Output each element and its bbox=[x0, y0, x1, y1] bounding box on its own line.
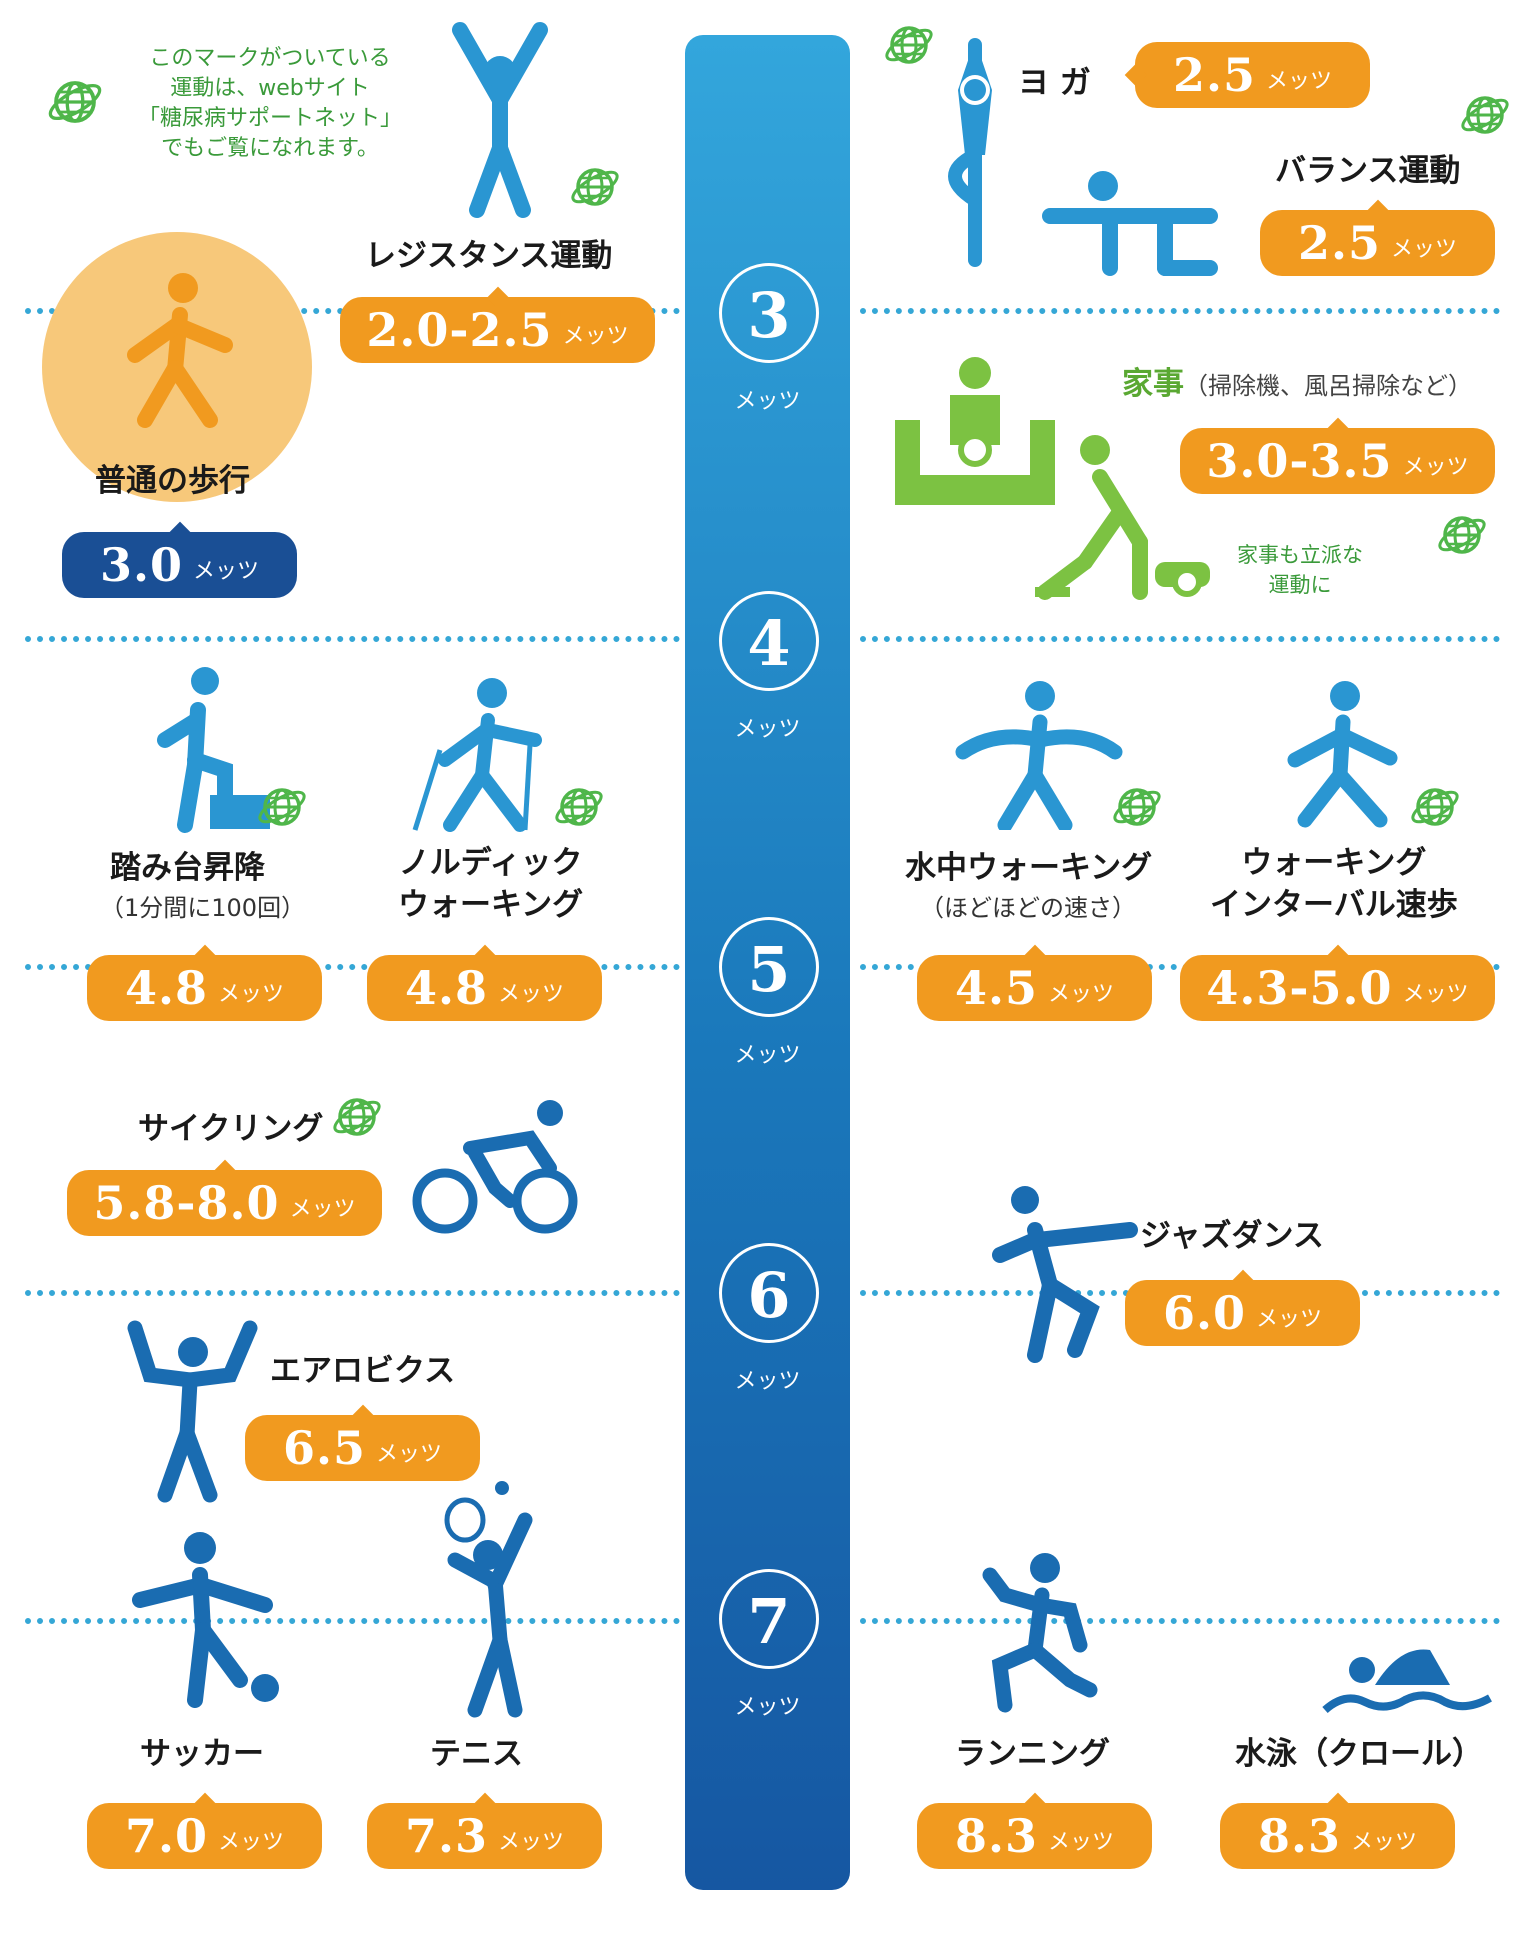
soccer-mets-badge: 7.0 メッツ bbox=[87, 1803, 322, 1869]
globe-icon bbox=[882, 18, 936, 72]
bicycle-icon bbox=[412, 1100, 578, 1234]
globe-icon bbox=[552, 780, 606, 834]
running-mets-badge: 8.3 メッツ bbox=[917, 1803, 1152, 1869]
jazzdance-mets-badge: 6.0 メッツ bbox=[1125, 1280, 1360, 1346]
aerobics-mets-badge: 6.5 メッツ bbox=[245, 1415, 480, 1481]
resistance-label: レジスタンス運動 bbox=[365, 238, 613, 274]
housework-note: 家事も立派な 運動に bbox=[1237, 543, 1363, 597]
stepup-detail: （1分間に100回） bbox=[100, 894, 306, 922]
soccer-person-icon bbox=[132, 1532, 279, 1708]
balance-person-icon bbox=[1042, 171, 1218, 276]
globe-icon bbox=[45, 72, 105, 132]
separator bbox=[860, 636, 1500, 642]
separator bbox=[25, 636, 680, 642]
globe-icon bbox=[255, 780, 309, 834]
separator bbox=[860, 964, 1500, 970]
scale-level-7: 7 bbox=[719, 1569, 819, 1669]
globe-icon bbox=[568, 160, 622, 214]
yoga-label: ヨ ガ bbox=[1018, 65, 1091, 101]
legend-note: このマークがついている 運動は、webサイト 「糖尿病サポートネット」 でもご覧になれ… bbox=[137, 46, 402, 161]
interval-mets-badge: 4.3-5.0 メッツ bbox=[1180, 955, 1495, 1021]
tennis-person-icon bbox=[444, 1481, 533, 1718]
stepup-label: 踏み台昇降 bbox=[110, 850, 265, 886]
balance-label: バランス運動 bbox=[1275, 153, 1461, 189]
jazzdance-person-icon bbox=[992, 1186, 1138, 1363]
resistance-mets-badge: 2.0-2.5 メッツ bbox=[340, 297, 655, 363]
aerobics-label: エアロビクス bbox=[270, 1353, 456, 1389]
stepup-mets-badge: 4.8 メッツ bbox=[87, 955, 322, 1021]
swimmer-icon bbox=[1322, 1649, 1492, 1714]
scale-level-5: 5 bbox=[719, 917, 819, 1017]
interval-label: ウォーキング インターバル速歩 bbox=[1210, 845, 1458, 923]
tennis-label: テニス bbox=[430, 1736, 523, 1772]
separator bbox=[860, 308, 1500, 314]
separator bbox=[25, 1618, 680, 1624]
aerobics-person-icon bbox=[127, 1320, 258, 1503]
scale-unit: メッツ bbox=[734, 1043, 801, 1068]
nordic-label: ノルディック ウォーキング bbox=[398, 845, 584, 923]
nordic-person-icon bbox=[412, 678, 542, 832]
aquawalk-label: 水中ウォーキング bbox=[905, 850, 1153, 886]
aquawalk-person-icon bbox=[955, 681, 1123, 830]
scale-unit: メッツ bbox=[734, 1369, 801, 1394]
globe-icon bbox=[1408, 780, 1462, 834]
globe-icon bbox=[1458, 88, 1512, 142]
scale-unit: メッツ bbox=[734, 389, 801, 414]
interval-walking-person-icon bbox=[1287, 681, 1398, 828]
aquawalk-mets-badge: 4.5 メッツ bbox=[917, 955, 1152, 1021]
scale-unit: メッツ bbox=[734, 1695, 801, 1720]
yoga-mets-badge: 2.5 メッツ bbox=[1135, 42, 1370, 108]
scale-level-6: 6 bbox=[719, 1243, 819, 1343]
globe-icon bbox=[1435, 508, 1489, 562]
housework-label: 家事（掃除機、風呂掃除など） bbox=[1122, 366, 1472, 402]
aquawalk-detail: （ほどほどの速さ） bbox=[920, 894, 1136, 922]
scale-unit: メッツ bbox=[734, 717, 801, 742]
globe-icon bbox=[1110, 780, 1164, 834]
yoga-person-icon bbox=[948, 38, 992, 267]
scale-level-3: 3 bbox=[719, 263, 819, 363]
resistance-person-icon bbox=[452, 22, 548, 218]
separator bbox=[860, 1618, 1500, 1624]
nordic-mets-badge: 4.8 メッツ bbox=[367, 955, 602, 1021]
walking-label: 普通の歩行 bbox=[95, 463, 250, 499]
soccer-label: サッカー bbox=[140, 1736, 264, 1772]
separator bbox=[25, 1290, 680, 1296]
cycling-mets-badge: 5.8-8.0 メッツ bbox=[67, 1170, 382, 1236]
scale-level-4: 4 bbox=[719, 591, 819, 691]
cycling-label: サイクリング bbox=[138, 1111, 324, 1147]
balance-mets-badge: 2.5 メッツ bbox=[1260, 210, 1495, 276]
bath-cleaning-icon bbox=[895, 357, 1055, 505]
separator bbox=[25, 964, 680, 970]
walking-mets-badge: 3.0 メッツ bbox=[62, 532, 297, 598]
tennis-mets-badge: 7.3 メッツ bbox=[367, 1803, 602, 1869]
swimming-label: 水泳（クロール） bbox=[1235, 1736, 1483, 1772]
housework-mets-badge: 3.0-3.5 メッツ bbox=[1180, 428, 1495, 494]
running-label: ランニング bbox=[955, 1736, 1110, 1772]
vacuum-person-icon bbox=[1035, 435, 1210, 600]
swimming-mets-badge: 8.3 メッツ bbox=[1220, 1803, 1455, 1869]
walking-person-icon bbox=[127, 273, 233, 428]
stepup-person-icon bbox=[157, 667, 270, 833]
globe-icon bbox=[330, 1090, 384, 1144]
jazzdance-label: ジャズダンス bbox=[1140, 1218, 1324, 1254]
running-person-icon bbox=[982, 1553, 1098, 1713]
